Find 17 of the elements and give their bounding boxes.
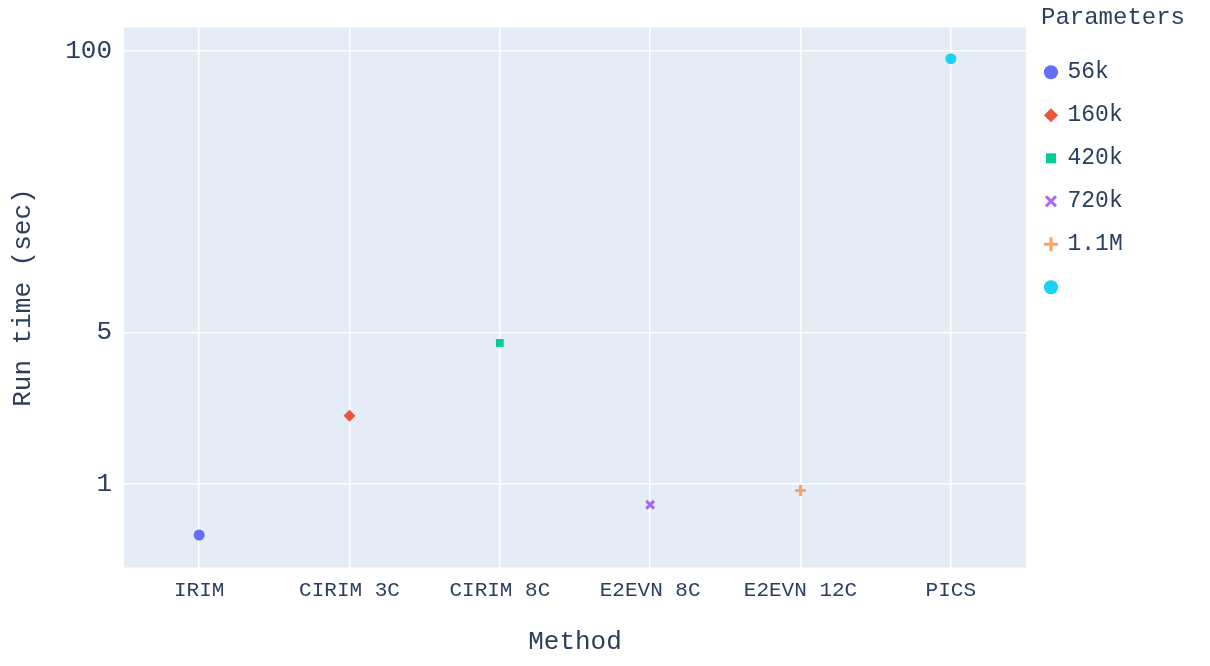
legend-title: Parameters: [1040, 4, 1185, 32]
legend-label: 160k: [1067, 102, 1123, 129]
y-tick-label: 1: [96, 468, 113, 499]
x-tick-label: IRIM: [173, 578, 225, 602]
x-tick-label: E2EVN 12C: [743, 578, 858, 602]
y-axis-title: Run time (sec): [8, 188, 39, 407]
x-tick-label: CIRIM 8C: [449, 578, 551, 602]
x-tick-label: CIRIM 3C: [299, 578, 400, 602]
legend-label: 56k: [1067, 59, 1109, 86]
legend-label: 720k: [1067, 188, 1123, 215]
x-tick-label: PICS: [925, 578, 977, 602]
y-tick-label: 100: [65, 35, 113, 66]
legend-label: 1.1M: [1067, 231, 1123, 258]
x-axis-title: Method: [528, 627, 622, 658]
y-tick-label: 5: [96, 317, 113, 348]
x-tick-label: E2EVN 8C: [599, 578, 701, 602]
legend-label: 420k: [1067, 145, 1123, 172]
